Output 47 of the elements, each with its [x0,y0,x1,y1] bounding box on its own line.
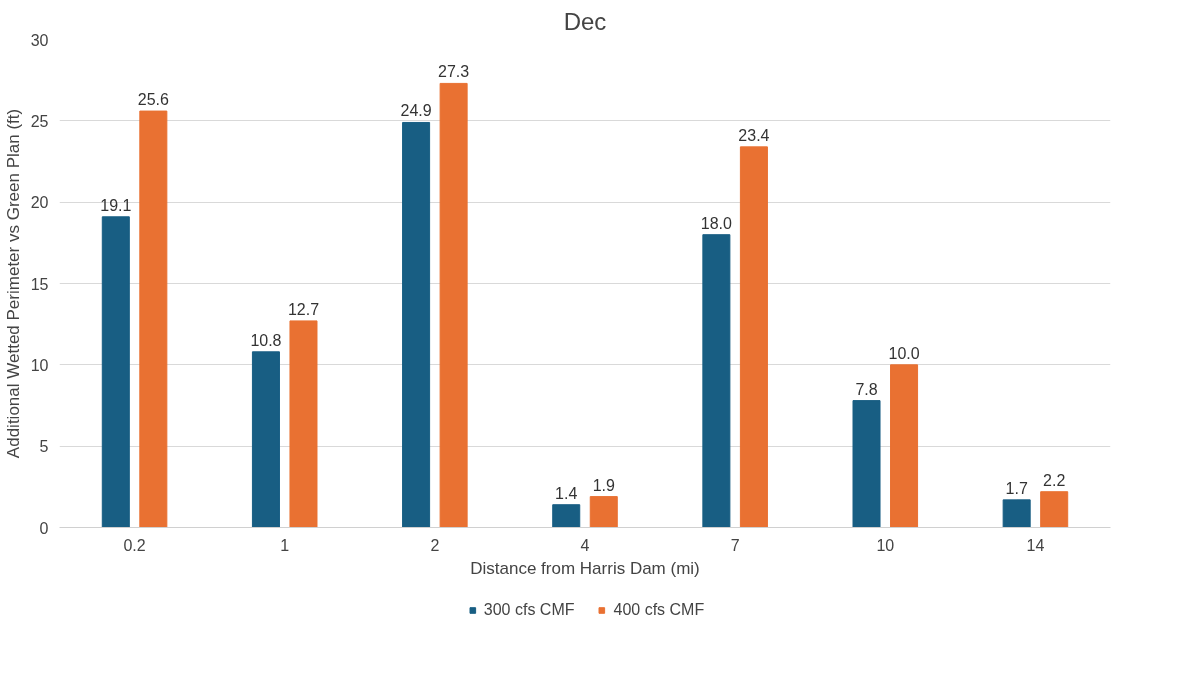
data-label: 2.2 [1043,471,1066,489]
bar [251,351,280,528]
legend-label: 300 cfs CMF [483,601,575,619]
x-tick-label: 1 [280,536,290,554]
y-tick-label: 0 [39,519,49,537]
bar [852,400,881,528]
y-tick-label: 15 [30,275,49,293]
chart-title: Dec [563,7,607,35]
y-axis-title: Additional Wetted Perimeter vs Green Plan (ft) [3,108,23,459]
bar [1040,491,1069,528]
y-tick-label: 5 [39,438,49,456]
data-label: 24.9 [400,102,432,120]
x-tick-label: 7 [730,536,740,554]
x-tick-label: 2 [430,536,440,554]
bar [101,216,130,528]
data-label: 10.8 [250,331,282,349]
x-tick-label: 4 [580,536,590,554]
y-tick-label: 10 [30,356,49,374]
x-axis-title: Distance from Harris Dam (mi) [470,558,700,578]
bar [552,504,581,528]
data-label: 1.9 [592,476,615,494]
bar [439,82,468,528]
y-tick-label: 20 [30,194,49,212]
data-label: 19.1 [100,196,132,214]
data-label: 10.0 [888,344,920,362]
bar [139,110,168,528]
data-label: 25.6 [137,91,170,109]
x-tick-label: 0.2 [123,536,146,554]
y-tick-label: 30 [30,31,49,49]
data-label: 7.8 [855,380,878,398]
data-label: 1.7 [1005,479,1028,497]
data-label: 1.4 [555,484,578,502]
x-tick-label: 10 [876,536,895,554]
data-label: 27.3 [438,63,470,81]
legend-label: 400 cfs CMF [613,601,705,619]
data-label: 23.4 [738,126,770,144]
data-label: 18.0 [700,214,733,232]
bar [739,146,768,528]
data-label: 12.7 [287,300,320,318]
bar [702,234,731,528]
bar [1002,499,1031,528]
bar [589,496,618,528]
bar [402,121,431,528]
x-tick-label: 14 [1026,536,1045,554]
y-tick-label: 25 [30,112,49,130]
bar [890,364,919,528]
bar [289,320,318,528]
